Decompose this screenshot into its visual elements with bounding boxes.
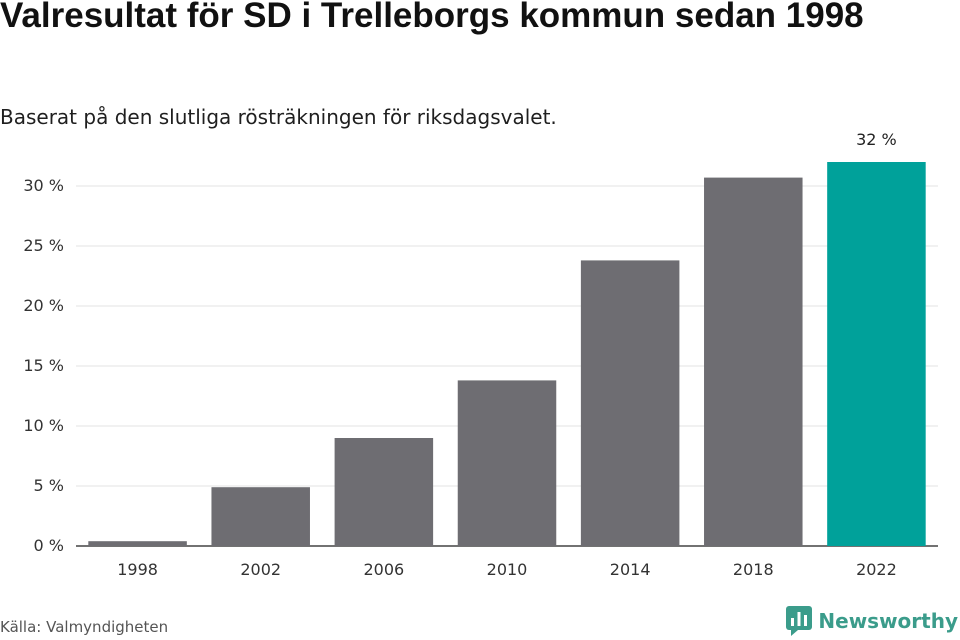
labels: 0 % 5 % 10 % 15 % 20 % 25 % 30 % 1998 2002 2006 20… bbox=[23, 130, 896, 579]
y-tick-label: 25 % bbox=[23, 236, 64, 255]
x-tick-label: 2006 bbox=[363, 560, 404, 579]
x-tick-label: 2014 bbox=[610, 560, 651, 579]
source-note: Källa: Valmyndigheten bbox=[0, 618, 169, 636]
bar-2014 bbox=[580, 260, 680, 546]
y-tick-label: 15 % bbox=[23, 356, 64, 375]
bar-2002 bbox=[211, 487, 310, 546]
x-tick-label: 2002 bbox=[240, 560, 281, 579]
x-tick-label: 1998 bbox=[117, 560, 158, 579]
y-tick-label: 10 % bbox=[23, 416, 64, 435]
bar-2018 bbox=[704, 177, 803, 546]
newsworthy-logo-icon bbox=[786, 606, 813, 636]
y-tick-label: 20 % bbox=[23, 296, 64, 315]
bar-chart: 0 % 5 % 10 % 15 % 20 % 25 % 30 % 1998 2002 2006 20… bbox=[23, 130, 938, 579]
bars bbox=[88, 162, 926, 546]
brand-name: Newsworthy bbox=[818, 609, 958, 633]
bar-2022 bbox=[827, 162, 926, 546]
data-label: 32 % bbox=[856, 130, 897, 149]
x-tick-label: 2022 bbox=[856, 560, 897, 579]
x-tick-label: 2018 bbox=[733, 560, 774, 579]
y-tick-label: 0 % bbox=[34, 536, 64, 555]
chart-title: Valresultat för SD i Trelleborgs kommun … bbox=[0, 0, 864, 35]
y-tick-label: 30 % bbox=[23, 176, 64, 195]
y-tick-label: 5 % bbox=[34, 476, 64, 495]
bar-2006 bbox=[334, 438, 434, 546]
brand-logo: Newsworthy bbox=[786, 606, 958, 636]
bar-1998 bbox=[88, 541, 187, 546]
bar-2010 bbox=[457, 380, 557, 546]
chart-subtitle: Baserat på den slutliga rösträkningen fö… bbox=[0, 105, 557, 129]
x-tick-label: 2010 bbox=[487, 560, 528, 579]
